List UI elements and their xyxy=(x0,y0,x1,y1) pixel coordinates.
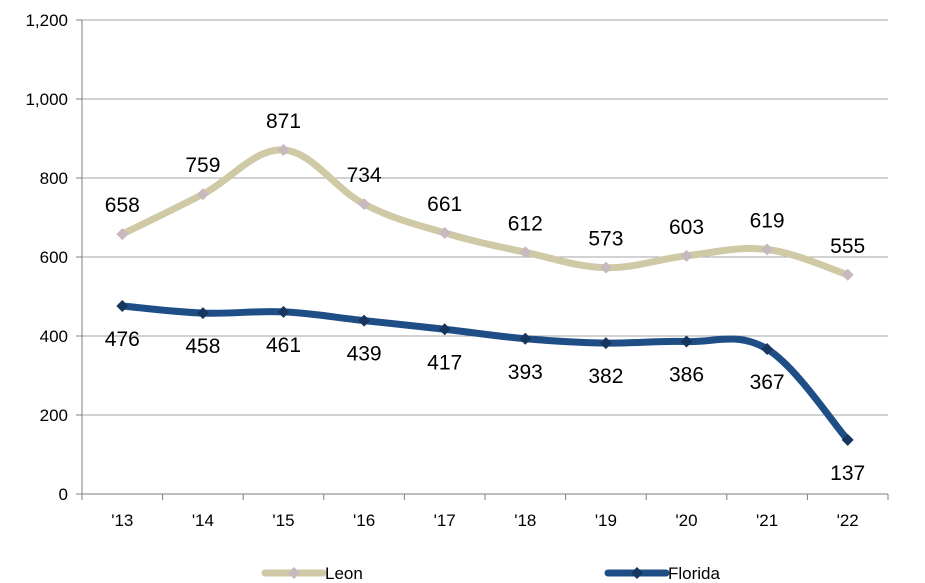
data-point-florida xyxy=(438,323,451,336)
data-point-florida xyxy=(841,433,854,446)
x-tick-label: '16 xyxy=(353,511,375,530)
x-tick-label: '21 xyxy=(756,511,778,530)
data-point-leon xyxy=(116,228,129,241)
y-tick-label: 1,200 xyxy=(25,11,68,30)
legend: Leon Florida xyxy=(261,564,721,583)
data-point-leon xyxy=(680,249,693,262)
data-label-florida: 386 xyxy=(669,364,704,387)
data-point-leon xyxy=(841,268,854,281)
data-label-leon: 555 xyxy=(830,235,865,258)
data-label-leon: 759 xyxy=(185,154,220,177)
series-line-florida xyxy=(118,302,852,444)
data-label-leon: 603 xyxy=(669,216,704,239)
x-tick-label: '13 xyxy=(111,511,133,530)
data-point-leon xyxy=(196,188,209,201)
x-tick-label: '22 xyxy=(837,511,859,530)
data-label-leon: 658 xyxy=(105,194,140,217)
data-point-florida xyxy=(358,314,371,327)
x-tick-label: '15 xyxy=(272,511,294,530)
y-tick-label: 600 xyxy=(40,248,68,267)
legend-marker-leon xyxy=(288,567,300,579)
data-point-florida xyxy=(761,343,774,356)
x-axis-ticks: '13 '14 '15 '16 '17 '18 '19 '20 '21 '22 xyxy=(81,494,889,530)
data-point-florida xyxy=(680,335,693,348)
data-point-leon xyxy=(519,246,532,259)
data-label-leon: 619 xyxy=(750,209,785,232)
x-tick-label: '20 xyxy=(675,511,697,530)
y-tick-label: 400 xyxy=(40,327,68,346)
data-point-leon xyxy=(761,243,774,256)
x-tick-label: '18 xyxy=(514,511,536,530)
data-point-leon xyxy=(358,198,371,211)
data-label-florida: 367 xyxy=(750,371,785,394)
data-label-florida: 439 xyxy=(347,343,382,366)
y-tick-label: 0 xyxy=(59,485,68,504)
legend-marker-florida xyxy=(631,567,643,579)
data-point-leon xyxy=(438,226,451,239)
x-tick-label: '17 xyxy=(434,511,456,530)
legend-label-leon: Leon xyxy=(325,564,363,583)
data-point-florida xyxy=(519,332,532,345)
data-label-florida: 461 xyxy=(266,334,301,357)
data-label-leon: 573 xyxy=(588,228,623,251)
data-labels: 658 759 871 734 661 612 573 603 619 555 476 458 461 4… xyxy=(105,110,865,485)
data-label-florida: 382 xyxy=(588,365,623,388)
data-label-florida: 458 xyxy=(185,335,220,358)
series-group xyxy=(116,143,854,446)
data-point-florida xyxy=(116,299,129,312)
data-label-leon: 871 xyxy=(266,110,301,133)
legend-label-florida: Florida xyxy=(668,564,721,583)
data-point-leon xyxy=(277,143,290,156)
data-point-florida xyxy=(277,305,290,318)
gridlines xyxy=(82,19,888,416)
data-point-florida xyxy=(196,307,209,320)
y-axis-ticks: 0 200 400 600 800 1,000 1,200 xyxy=(25,11,82,504)
data-label-florida: 476 xyxy=(105,328,140,351)
x-tick-label: '19 xyxy=(595,511,617,530)
data-point-leon xyxy=(599,261,612,274)
y-tick-label: 1,000 xyxy=(25,90,68,109)
data-label-leon: 612 xyxy=(508,212,543,235)
data-label-florida: 393 xyxy=(508,361,543,384)
y-tick-label: 800 xyxy=(40,169,68,188)
x-tick-label: '14 xyxy=(192,511,214,530)
data-label-florida: 137 xyxy=(830,462,865,485)
data-label-leon: 734 xyxy=(347,164,382,187)
series-line-leon xyxy=(118,146,852,279)
data-point-florida xyxy=(599,337,612,350)
data-label-florida: 417 xyxy=(427,351,462,374)
y-tick-label: 200 xyxy=(40,406,68,425)
data-label-leon: 661 xyxy=(427,193,462,216)
